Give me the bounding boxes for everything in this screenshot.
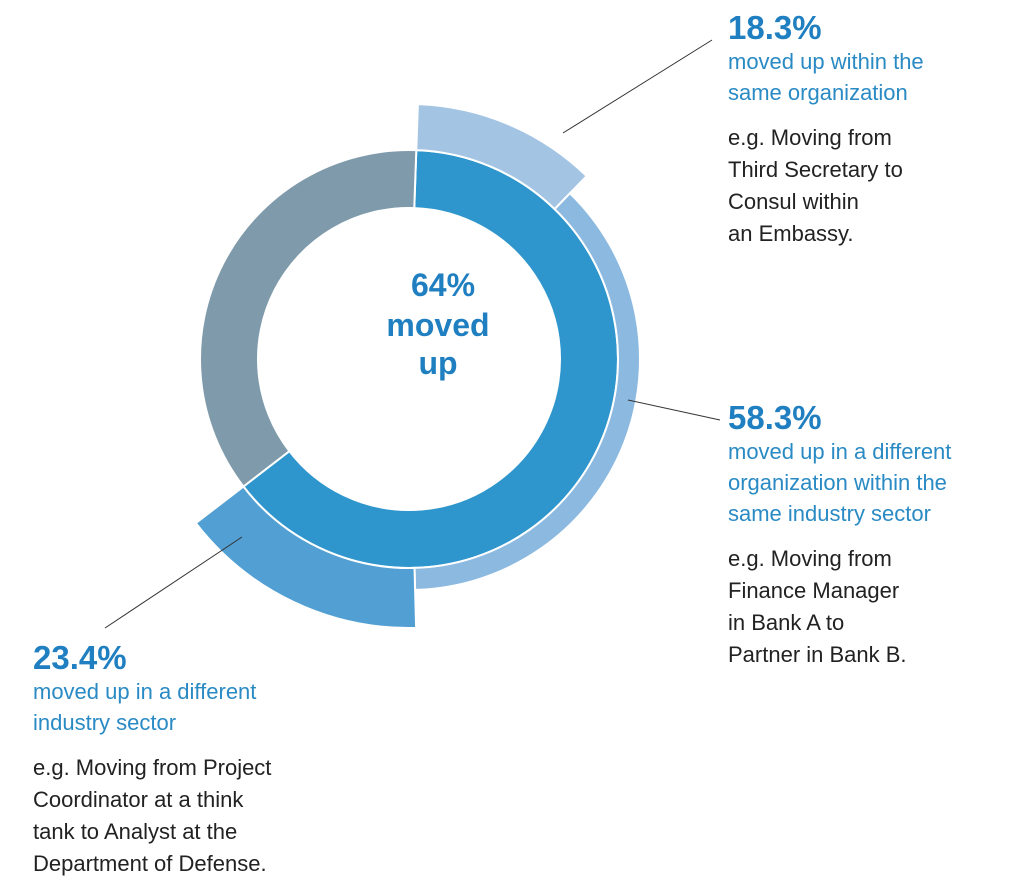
leader-line [627,399,721,421]
center-label: moved [386,307,489,343]
example-line: Consul within [728,189,859,214]
description-line: moved up in a different [728,439,952,464]
inner-segment [199,149,418,488]
segment-description: moved up in a different organization with… [728,436,951,529]
segment-description: moved up within the same organization [728,46,924,108]
description-line: industry sector [33,710,177,735]
example-line: in Bank A to [728,610,845,635]
example-line: Coordinator at a think [33,787,244,812]
description-line: moved up in a different [33,679,257,704]
leader-line [562,39,713,134]
description-line: same industry sector [728,501,931,526]
segment-value: 58.3% [728,399,822,436]
example-line: Department of Defense. [33,851,267,876]
leader-line [104,536,243,629]
segment-example: e.g. Moving from Project Coordinator at a… [33,752,271,877]
segment-label: 18.3% moved up within the same organizatio… [728,10,924,250]
center-label: up [418,345,457,381]
example-line: an Embassy. [728,221,854,246]
center-value: 64% [411,267,475,303]
example-line: e.g. Moving from [728,546,892,571]
description-line: same organization [728,80,908,105]
segment-value: 18.3% [728,9,822,46]
rings [194,103,641,629]
example-line: tank to Analyst at the [33,819,238,844]
description-line: organization within the [728,470,947,495]
example-line: e.g. Moving from Project [33,755,272,780]
segment-value: 23.4% [33,639,127,676]
example-line: Partner in Bank B. [728,642,907,667]
segment-label: 58.3% moved up in a different organization… [728,400,951,671]
segment-example: e.g. Moving from Third Secretary to Consul… [728,122,924,250]
segment-example: e.g. Moving from Finance Manager in Bank A… [728,543,951,671]
outer-segment [415,103,589,211]
example-line: Finance Manager [728,578,900,603]
outer-segment [194,485,418,629]
description-line: moved up within the [728,49,924,74]
segment-description: moved up in a different industry sector [33,676,271,738]
example-line: Third Secretary to [728,157,903,182]
example-line: e.g. Moving from [728,125,892,150]
segment-label: 23.4% moved up in a different industry sec… [33,640,271,877]
